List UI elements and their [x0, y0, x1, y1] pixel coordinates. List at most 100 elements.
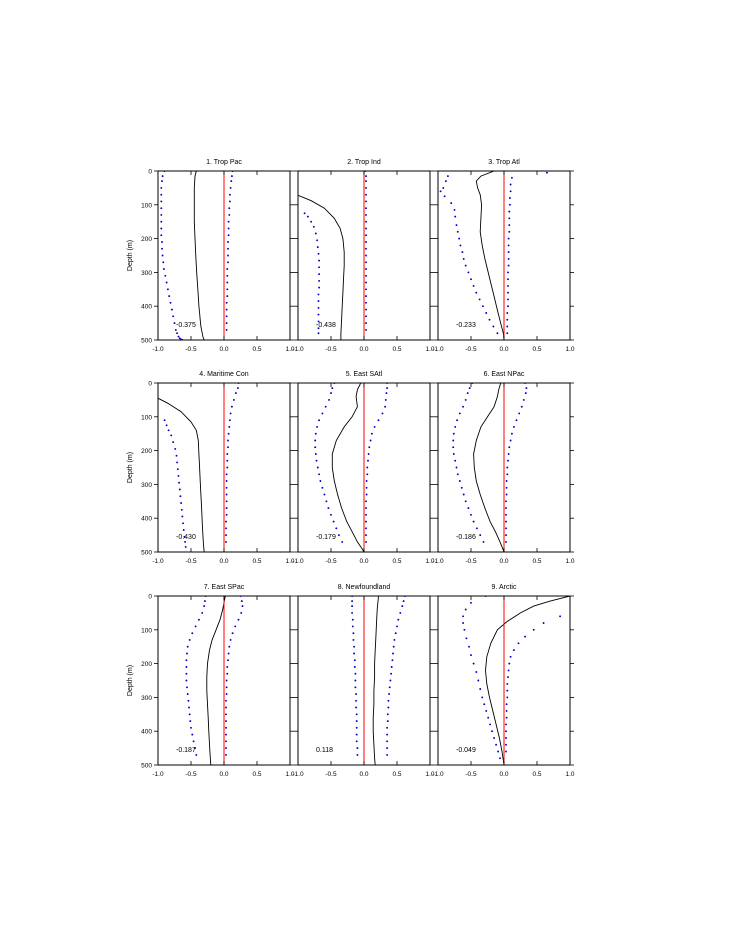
upper-dot	[225, 301, 228, 304]
x-tick-label: 0.5	[392, 771, 401, 778]
lower-dot	[175, 454, 178, 457]
lower-dot	[323, 493, 326, 496]
upper-dot	[225, 534, 227, 537]
mean-profile-line	[331, 383, 365, 552]
lower-dot	[324, 405, 327, 408]
lower-dot	[186, 652, 188, 655]
lower-dot	[161, 247, 163, 250]
upper-dot	[386, 387, 389, 390]
x-tick-label: -1.0	[292, 346, 304, 353]
upper-dot	[237, 618, 240, 621]
y-axis-label: Depth (m)	[127, 665, 134, 696]
upper-dot	[506, 325, 509, 328]
lower-dot	[459, 244, 462, 247]
lower-dot	[315, 459, 318, 462]
lower-dot	[185, 679, 188, 682]
upper-dot	[507, 278, 509, 281]
lower-dot	[167, 429, 170, 432]
lower-dot	[462, 405, 465, 408]
lower-dot	[317, 252, 320, 255]
upper-dot	[505, 486, 508, 489]
upper-dot	[508, 224, 511, 227]
upper-dot	[225, 720, 227, 723]
upper-dot	[225, 699, 227, 702]
upper-dot	[505, 534, 507, 537]
lower-dot	[478, 298, 481, 301]
upper-dot	[542, 622, 545, 624]
lower-dot	[178, 481, 181, 484]
lower-dot	[306, 215, 309, 218]
upper-dot	[505, 743, 507, 746]
x-tick-label: -0.5	[325, 771, 337, 778]
y-tick-label: 300	[141, 482, 152, 489]
lower-dot	[454, 215, 457, 218]
y-tick-label: 100	[141, 627, 152, 634]
panel-title: 2. Trop Ind	[347, 159, 381, 166]
upper-dot	[225, 713, 227, 716]
upper-dot	[545, 171, 548, 174]
lower-dot	[472, 662, 475, 665]
upper-dot	[365, 480, 368, 482]
upper-dot	[381, 412, 384, 415]
lower-dot	[458, 237, 461, 240]
panel-title: 3. Trop Atl	[488, 159, 520, 166]
upper-dot	[506, 466, 509, 469]
lower-dot	[485, 312, 488, 314]
upper-dot	[365, 281, 367, 284]
upper-dot	[365, 322, 367, 325]
upper-dot	[505, 480, 508, 482]
upper-dot	[402, 600, 405, 603]
upper-dot	[228, 419, 231, 422]
upper-dot	[365, 274, 367, 277]
lower-dot	[355, 706, 358, 709]
lower-dot	[162, 268, 165, 270]
x-tick-label: 0.5	[252, 346, 261, 353]
upper-dot	[365, 268, 367, 270]
panel-2: 2. Trop Ind -1.0 -0.5 0.0 0.5 1.0 -0.438	[292, 159, 434, 353]
upper-dot	[510, 432, 513, 435]
upper-dot	[227, 659, 229, 662]
plot-area	[298, 171, 367, 340]
upper-dot	[392, 652, 394, 655]
lower-dot	[161, 241, 163, 243]
lower-dot	[337, 534, 340, 537]
upper-dot	[226, 288, 229, 291]
upper-dot	[391, 659, 394, 662]
upper-dot	[390, 672, 393, 675]
lower-dot	[470, 601, 472, 604]
lower-dot	[176, 468, 179, 471]
upper-dot	[226, 466, 229, 469]
upper-dot	[559, 615, 562, 618]
lower-dot	[173, 322, 176, 325]
panel-9: 9. Arctic -1.0 -0.5 0.0 0.5 1.0 -0.049	[432, 584, 574, 778]
lower-dot	[461, 251, 464, 254]
lower-dot	[456, 473, 459, 476]
upper-dot	[366, 466, 369, 469]
upper-dot	[525, 387, 528, 390]
lower-dot	[332, 520, 335, 523]
x-tick-label: -1.0	[292, 558, 304, 565]
upper-dot	[228, 200, 231, 203]
upper-dot	[524, 635, 527, 638]
lower-dot	[462, 493, 465, 496]
lower-dot	[442, 186, 445, 189]
upper-dot	[365, 241, 367, 243]
upper-dot	[388, 693, 391, 695]
upper-dot	[230, 405, 233, 408]
x-tick-label: -1.0	[152, 771, 164, 778]
upper-dot	[505, 703, 508, 706]
lower-dot	[314, 439, 317, 442]
correlation-annotation: -0.430	[176, 534, 196, 541]
lower-dot	[353, 645, 356, 648]
lower-dot	[452, 432, 455, 435]
correlation-annotation: -0.186	[456, 534, 476, 541]
lower-dot	[316, 239, 319, 242]
panel-7: 7. East SPac Depth (m) -1.0 -0.5 0.0 0.5 1.0 0 1…	[127, 584, 295, 778]
lower-dot	[189, 720, 192, 723]
x-tick-label: 1.0	[285, 346, 294, 353]
plot-area	[314, 383, 389, 552]
upper-dot	[386, 747, 389, 750]
lower-dot	[174, 328, 177, 331]
lower-dot	[314, 446, 317, 449]
panel-title: 9. Arctic	[492, 584, 517, 591]
